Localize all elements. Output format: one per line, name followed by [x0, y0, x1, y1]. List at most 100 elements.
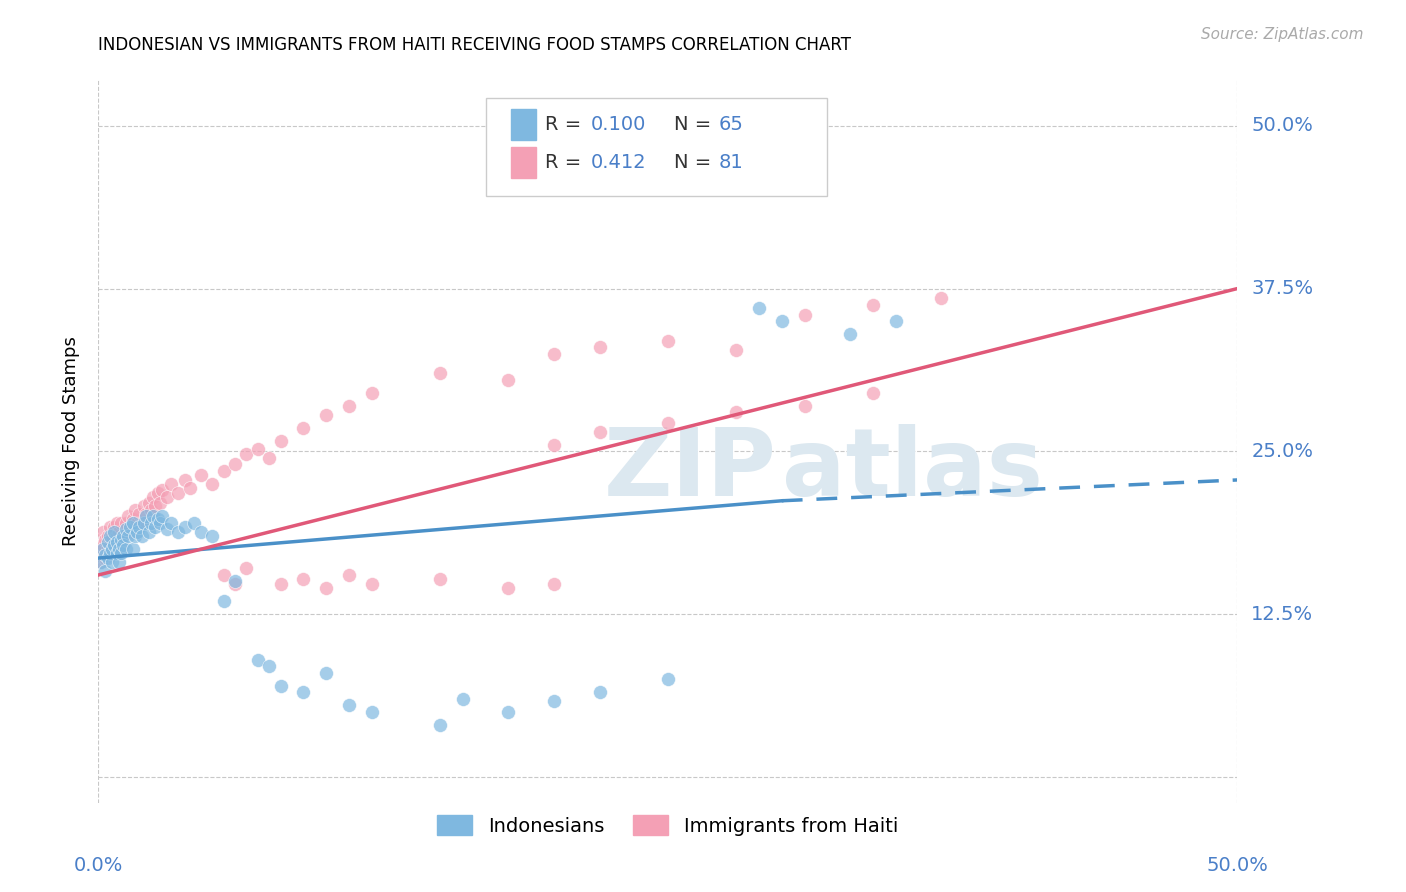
- Point: [498, 705, 520, 719]
- Point: [101, 541, 124, 556]
- Point: [543, 694, 565, 708]
- Point: [156, 523, 179, 537]
- Point: [588, 425, 610, 439]
- Point: [105, 546, 128, 560]
- Point: [839, 327, 862, 342]
- Text: 37.5%: 37.5%: [1251, 279, 1313, 298]
- Point: [131, 516, 153, 530]
- Point: [112, 529, 135, 543]
- Point: [98, 538, 121, 552]
- Point: [94, 551, 117, 566]
- Text: 81: 81: [718, 153, 744, 172]
- Point: [292, 685, 315, 699]
- Point: [174, 520, 197, 534]
- Point: [120, 520, 142, 534]
- Point: [121, 512, 143, 526]
- Point: [98, 520, 121, 534]
- Point: [315, 408, 337, 422]
- Y-axis label: Receiving Food Stamps: Receiving Food Stamps: [62, 336, 80, 547]
- Point: [337, 698, 360, 713]
- Point: [156, 490, 179, 504]
- Point: [96, 541, 118, 556]
- Point: [145, 499, 167, 513]
- Point: [770, 314, 793, 328]
- Point: [103, 538, 125, 552]
- Point: [112, 538, 135, 552]
- Point: [98, 529, 121, 543]
- Point: [146, 486, 169, 500]
- Text: N =: N =: [673, 153, 717, 172]
- Point: [212, 464, 235, 478]
- Point: [138, 496, 160, 510]
- Point: [212, 568, 235, 582]
- Point: [183, 516, 205, 530]
- Point: [110, 546, 132, 560]
- Point: [124, 503, 146, 517]
- Point: [91, 524, 114, 539]
- Point: [114, 541, 136, 556]
- Point: [543, 577, 565, 591]
- Point: [862, 385, 884, 400]
- Bar: [510, 109, 536, 139]
- Point: [793, 308, 815, 322]
- Point: [315, 581, 337, 595]
- Text: 0.100: 0.100: [591, 115, 645, 134]
- Point: [179, 481, 201, 495]
- Point: [360, 577, 382, 591]
- Point: [142, 509, 165, 524]
- Text: 65: 65: [718, 115, 744, 134]
- Point: [146, 512, 169, 526]
- Point: [121, 516, 143, 530]
- Point: [725, 405, 748, 419]
- Point: [131, 529, 153, 543]
- Point: [224, 574, 246, 589]
- Point: [149, 496, 172, 510]
- Point: [103, 538, 125, 552]
- Point: [150, 483, 173, 498]
- Point: [292, 421, 315, 435]
- Point: [103, 524, 125, 539]
- Point: [337, 399, 360, 413]
- Point: [235, 447, 257, 461]
- Point: [94, 549, 117, 563]
- Point: [793, 399, 815, 413]
- Point: [139, 503, 162, 517]
- Point: [657, 334, 679, 348]
- Point: [128, 520, 150, 534]
- Point: [110, 535, 132, 549]
- Text: atlas: atlas: [782, 425, 1043, 516]
- Point: [190, 467, 212, 482]
- Point: [110, 533, 132, 547]
- Point: [315, 665, 337, 680]
- Point: [103, 520, 125, 534]
- Point: [543, 346, 565, 360]
- Point: [884, 314, 907, 328]
- Point: [246, 652, 269, 666]
- Text: INDONESIAN VS IMMIGRANTS FROM HAITI RECEIVING FOOD STAMPS CORRELATION CHART: INDONESIAN VS IMMIGRANTS FROM HAITI RECE…: [98, 36, 852, 54]
- Point: [543, 438, 565, 452]
- Point: [725, 343, 748, 357]
- Point: [96, 529, 118, 543]
- Point: [246, 442, 269, 456]
- Point: [212, 594, 235, 608]
- Point: [588, 340, 610, 354]
- Point: [142, 490, 165, 504]
- Point: [117, 509, 139, 524]
- Point: [132, 499, 155, 513]
- Point: [224, 458, 246, 472]
- Point: [108, 541, 131, 556]
- Point: [429, 366, 451, 380]
- Point: [112, 529, 135, 543]
- Point: [91, 541, 114, 556]
- Point: [101, 555, 124, 569]
- Text: R =: R =: [546, 153, 588, 172]
- Point: [94, 564, 117, 578]
- Point: [149, 516, 172, 530]
- Point: [748, 301, 770, 315]
- Point: [101, 529, 124, 543]
- Point: [270, 434, 292, 448]
- Point: [138, 524, 160, 539]
- Text: 50.0%: 50.0%: [1251, 116, 1313, 136]
- Text: 50.0%: 50.0%: [1206, 856, 1268, 875]
- Point: [190, 524, 212, 539]
